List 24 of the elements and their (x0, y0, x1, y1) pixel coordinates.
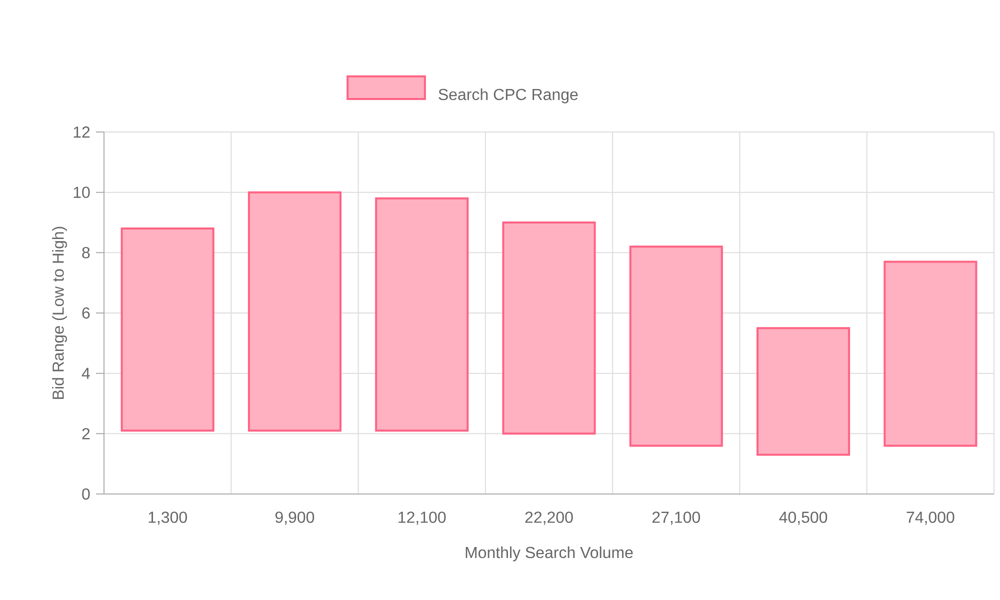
bar (756, 327, 850, 456)
x-axis-title: Monthly Search Volume (466, 546, 633, 562)
x-tick-label: 74,000 (906, 512, 954, 525)
bar (629, 246, 723, 447)
y-tick-label: 2 (82, 428, 90, 440)
y-axis-title: Bid Range (Low to High) (52, 226, 68, 399)
legend-label: Search CPC Range (438, 88, 578, 104)
y-tick-label: 4 (82, 368, 90, 379)
y-tick-label: 0 (82, 488, 90, 500)
y-tick-label: 6 (82, 307, 90, 319)
x-tick-label: 40,500 (779, 512, 828, 525)
y-tick-label: 8 (82, 247, 90, 258)
x-tick-label: 12,100 (398, 512, 446, 525)
y-tick-label: 12 (74, 126, 90, 138)
bar (502, 221, 596, 435)
bar (375, 197, 469, 432)
x-tick-label: 1,300 (148, 512, 187, 525)
y-tick-label: 10 (74, 186, 90, 198)
bar (120, 228, 214, 432)
x-tick-label: 9,900 (275, 512, 314, 525)
bar (248, 191, 342, 432)
bar (884, 260, 978, 447)
x-tick-label: 27,100 (652, 512, 700, 525)
x-tick-label: 22,200 (525, 512, 573, 525)
